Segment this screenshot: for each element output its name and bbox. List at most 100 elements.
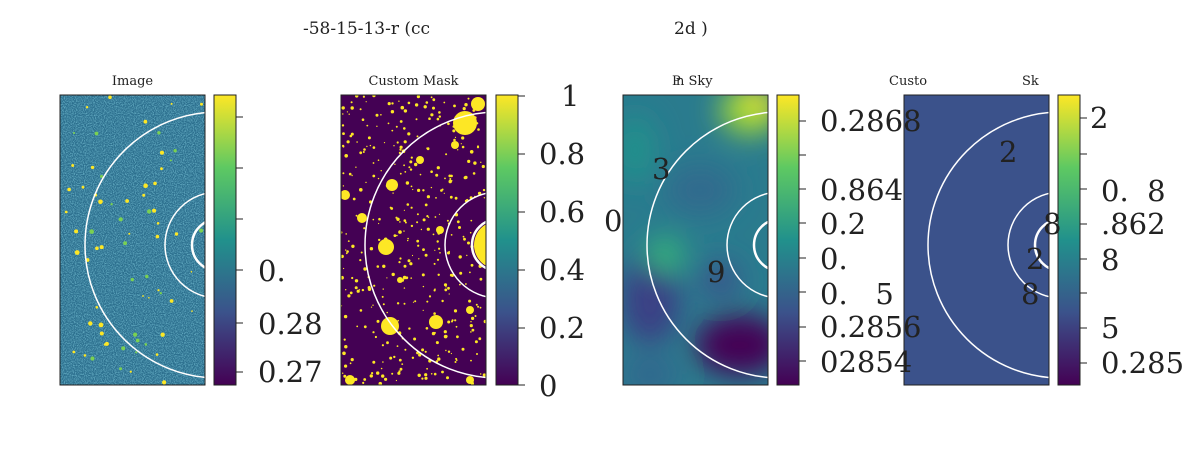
mask-dot: [350, 358, 354, 362]
mask-dot: [367, 136, 371, 140]
mask-dot: [378, 238, 381, 242]
mask-dot: [348, 172, 352, 176]
mask-dot: [474, 315, 477, 317]
mask-dot: [424, 253, 428, 257]
mask-dot: [462, 235, 465, 238]
mask-dot: [416, 213, 419, 216]
mask-dot: [412, 301, 415, 303]
mask-dot: [432, 98, 436, 102]
mask-dot: [443, 283, 448, 287]
mask-dot: [430, 96, 433, 99]
mask-dot: [396, 345, 399, 347]
image-source-dot: [155, 353, 159, 356]
cb2-tick-label: 0.6: [539, 195, 586, 229]
mask-dot: [403, 219, 407, 222]
cb4-tick-label: 2: [1090, 101, 1109, 135]
mask-dot: [482, 373, 486, 377]
mask-blob: [453, 111, 477, 135]
sky-panel: [623, 95, 768, 385]
mask-dot: [407, 239, 409, 242]
mask-dot: [475, 303, 478, 306]
image-source-dot: [159, 292, 162, 295]
mask-dot: [403, 140, 407, 144]
cb1-tick-label: 0.: [258, 254, 286, 288]
mask-blob: [466, 376, 474, 384]
image-source-dot: [98, 199, 103, 205]
mask-dot: [346, 140, 350, 144]
mask-dot: [367, 286, 371, 290]
mask-dot: [399, 367, 403, 371]
image-panel: [60, 95, 205, 385]
mask-dot: [369, 144, 372, 147]
mask-dot: [403, 209, 405, 211]
mask-dot: [369, 247, 374, 251]
mask-dot: [448, 174, 452, 178]
image-source-dot: [143, 119, 148, 124]
mask-dot: [372, 331, 375, 334]
mask-dot: [453, 138, 456, 142]
image-source-dot: [160, 332, 165, 337]
image-source-dot: [144, 343, 148, 346]
image-source-dot: [88, 321, 93, 326]
mask-dot: [463, 237, 466, 241]
mask-dot: [480, 373, 482, 375]
mask-dot: [386, 311, 389, 314]
image-source-dot: [155, 234, 160, 239]
cb2-tick-label: 0.4: [539, 253, 586, 287]
mask-dot: [351, 174, 353, 177]
mask-dot: [458, 255, 462, 259]
mask-dot: [407, 132, 411, 136]
mask-dot: [452, 129, 456, 133]
mask-dot: [472, 172, 476, 175]
mask-dot: [430, 170, 433, 173]
mask-dot: [372, 146, 376, 149]
mask-dot: [408, 166, 411, 169]
mask-dot: [416, 239, 420, 243]
mask-dot: [425, 327, 429, 330]
panel-title-sky-a: P: [672, 74, 681, 89]
mask-blob: [436, 226, 444, 234]
mask-dot: [417, 244, 420, 247]
mask-dot: [426, 227, 430, 231]
mask-dot: [399, 172, 402, 175]
mask-dot: [449, 273, 453, 277]
mask-dot: [381, 374, 385, 378]
mask-dot: [430, 113, 434, 117]
mask-dot: [361, 118, 365, 121]
mask-dot: [455, 359, 458, 361]
mask-dot: [380, 367, 383, 370]
mask-dot: [399, 145, 403, 149]
mask-dot: [424, 373, 428, 377]
mask-dot: [343, 374, 347, 378]
mask-dot: [470, 321, 472, 323]
mask-dot: [414, 300, 417, 303]
mask-dot: [343, 338, 346, 341]
mask-dot: [356, 289, 360, 293]
mask-dot: [348, 113, 350, 115]
mask-dot: [459, 283, 461, 286]
mask-dot: [467, 97, 470, 100]
mask-dot: [433, 289, 436, 292]
mask-dot: [399, 257, 402, 260]
mask-dot: [344, 364, 348, 368]
mask-panel: [341, 95, 486, 385]
image-source-dot: [108, 95, 112, 100]
mask-dot: [424, 203, 428, 207]
mask-dot: [469, 231, 472, 234]
image-source-dot: [169, 159, 172, 162]
image-source-dot: [159, 150, 165, 155]
custom-sky-overlay-label: 8: [1043, 207, 1062, 241]
cb2-tick-label: 0: [539, 369, 558, 403]
image-source-dot: [90, 356, 95, 361]
mask-dot: [366, 145, 368, 148]
mask-dot: [376, 319, 380, 323]
mask-dot: [342, 185, 345, 187]
mask-dot: [418, 353, 422, 357]
mask-dot: [450, 174, 453, 178]
mask-dot: [420, 228, 423, 231]
mask-dot: [470, 219, 473, 222]
cb3-tick-label: 02854: [820, 345, 913, 379]
mask-dot: [398, 151, 401, 154]
mask-dot: [433, 262, 436, 265]
